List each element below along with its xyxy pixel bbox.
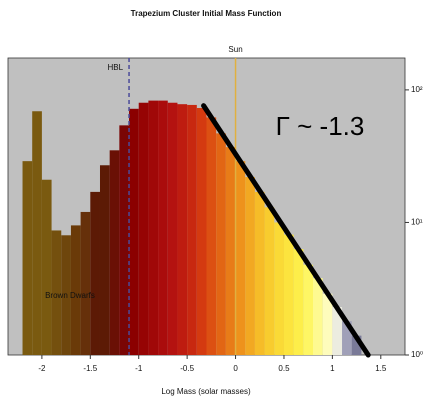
y-tick-label: 10²	[411, 85, 423, 94]
bar	[158, 100, 168, 355]
bar	[61, 235, 71, 355]
bar	[216, 133, 226, 355]
y-tick-label: 10¹	[411, 218, 423, 227]
chart-title: Trapezium Cluster Initial Mass Function	[131, 9, 282, 18]
x-tick-label: -1	[135, 364, 143, 373]
reference-label: HBL	[107, 63, 123, 72]
bar	[119, 125, 130, 355]
fit-label: Γ ~ -1.3	[276, 111, 365, 141]
bar	[283, 234, 294, 355]
x-tick-label: -2	[38, 364, 46, 373]
bar	[99, 165, 110, 355]
bar	[322, 293, 333, 355]
bar	[196, 108, 207, 356]
bar	[22, 161, 33, 355]
reference-label: Sun	[228, 45, 242, 54]
bar	[351, 335, 362, 355]
bar	[225, 147, 236, 355]
bar	[90, 191, 100, 355]
bar	[32, 111, 42, 355]
bar	[70, 225, 81, 355]
bar	[129, 108, 139, 356]
bar	[80, 211, 91, 355]
bar	[206, 117, 217, 355]
x-tick-label: 0	[233, 364, 238, 373]
bar	[51, 230, 62, 355]
y-tick-label: 10⁰	[411, 350, 423, 359]
annotation: Brown Dwarfs	[45, 291, 95, 300]
bar	[138, 102, 149, 355]
x-tick-label: 1	[330, 364, 335, 373]
bar	[254, 191, 265, 355]
x-tick-label: 0.5	[278, 364, 290, 373]
bar	[293, 249, 304, 355]
bar	[235, 161, 246, 355]
bar	[109, 150, 120, 355]
bar	[313, 278, 323, 355]
x-tick-label: 1.5	[375, 364, 387, 373]
bar	[274, 222, 284, 355]
bar	[245, 177, 255, 355]
bar	[41, 179, 52, 355]
bar	[148, 100, 159, 355]
bar	[187, 104, 197, 355]
x-tick-label: -1.5	[83, 364, 97, 373]
bar	[167, 102, 178, 355]
x-tick-label: -0.5	[180, 364, 194, 373]
bar	[342, 321, 352, 355]
fit-line	[201, 103, 371, 358]
bar	[264, 207, 275, 355]
bar	[303, 264, 314, 355]
x-axis-label: Log Mass (solar masses)	[161, 387, 251, 396]
bar	[332, 307, 343, 355]
bar	[177, 104, 188, 355]
